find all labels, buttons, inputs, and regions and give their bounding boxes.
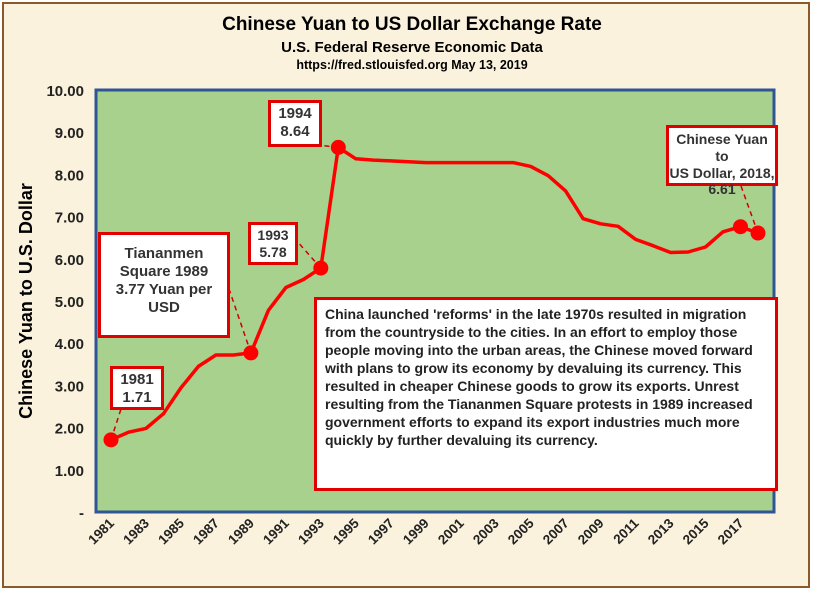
callout-1989-line-2: Square 1989: [119, 263, 209, 280]
data-point-1993: [313, 260, 329, 276]
x-tick-label: 1985: [155, 515, 187, 547]
x-tick-label: 1981: [85, 515, 117, 547]
callout-1989-line-3: 3.77 Yuan per: [115, 281, 213, 298]
y-tick-label: 8.00: [55, 167, 84, 184]
data-point-1981: [103, 432, 119, 448]
chart-subtitle: U.S. Federal Reserve Economic Data: [281, 39, 543, 56]
callout-1994-line-2: 8.64: [280, 123, 310, 140]
leader-1981: [110, 408, 122, 441]
callout-2018-line-1: Chinese Yuan to: [676, 131, 768, 164]
callout-tiananmen-1989: Tiananmen Square 1989 3.77 Yuan per USD: [98, 232, 230, 338]
callout-2018-line-2: US Dollar, 2018,: [669, 164, 775, 181]
data-point-2018: [750, 225, 766, 241]
y-tick-label: 10.00: [46, 83, 84, 100]
x-tick-label: 2013: [645, 515, 677, 547]
leader-1989: [227, 285, 252, 354]
x-tick-label: 2001: [435, 515, 467, 547]
x-tick-label: 2011: [610, 515, 642, 547]
y-tick-label: 6.00: [55, 252, 84, 269]
data-point-2017: [733, 219, 749, 235]
x-tick-label: 1993: [295, 515, 327, 547]
y-tick-label: 4.00: [55, 336, 84, 353]
chart-title: Chinese Yuan to US Dollar Exchange Rate: [222, 14, 602, 35]
callout-1994: 1994 8.64: [268, 100, 322, 147]
y-tick-label: 9.00: [55, 125, 84, 142]
y-tick-label: 1.00: [55, 463, 84, 480]
callout-1989-line-1: Tiananmen: [124, 245, 204, 262]
data-point-1994: [330, 139, 346, 155]
y-tick-label: 5.00: [55, 294, 84, 311]
x-tick-label: 2009: [575, 516, 607, 548]
x-tick-label: 2017: [715, 516, 747, 548]
y-axis-label: Chinese Yuan to U.S. Dollar: [16, 183, 36, 419]
callout-2018-line-3: 6.61: [708, 181, 736, 198]
x-tick-label: 1995: [330, 515, 362, 547]
leader-1993: [295, 239, 322, 269]
explanation-note: China launched 'reforms' in the late 197…: [314, 297, 778, 491]
chart-source: https://fred.stlouisfed.org May 13, 2019: [296, 58, 528, 72]
callout-1993-line-1: 1993: [257, 227, 289, 243]
series-line: [110, 145, 759, 442]
callout-1981-line-1: 1981: [120, 371, 154, 388]
x-tick-label: 1987: [190, 516, 222, 548]
callout-1981-line-2: 1.71: [122, 389, 152, 406]
y-tick-label: 2.00: [55, 421, 84, 438]
callout-1981: 1981 1.71: [110, 366, 164, 410]
callout-1993-line-2: 5.78: [259, 243, 287, 260]
x-tick-label: 1999: [400, 516, 432, 548]
x-tick-label: 2007: [540, 516, 572, 548]
data-point-1989: [243, 345, 259, 361]
x-tick-label: 1983: [120, 515, 152, 547]
callout-1993: 1993 5.78: [248, 222, 298, 265]
y-tick-label: -: [79, 505, 84, 522]
x-tick-label: 1997: [365, 516, 397, 548]
y-tick-label: 3.00: [55, 378, 84, 395]
x-tick-label: 1991: [260, 515, 292, 547]
x-tick-label: 2003: [470, 515, 502, 547]
x-tick-label: 2005: [505, 515, 537, 547]
callout-2018: Chinese Yuan to US Dollar, 2018, 6.61: [666, 125, 778, 197]
y-tick-label: 7.00: [55, 210, 84, 227]
x-tick-label: 2015: [680, 515, 712, 547]
x-tick-label: 1989: [225, 516, 257, 548]
callout-1994-line-1: 1994: [278, 105, 312, 122]
callout-1989-line-4: USD: [148, 299, 180, 316]
